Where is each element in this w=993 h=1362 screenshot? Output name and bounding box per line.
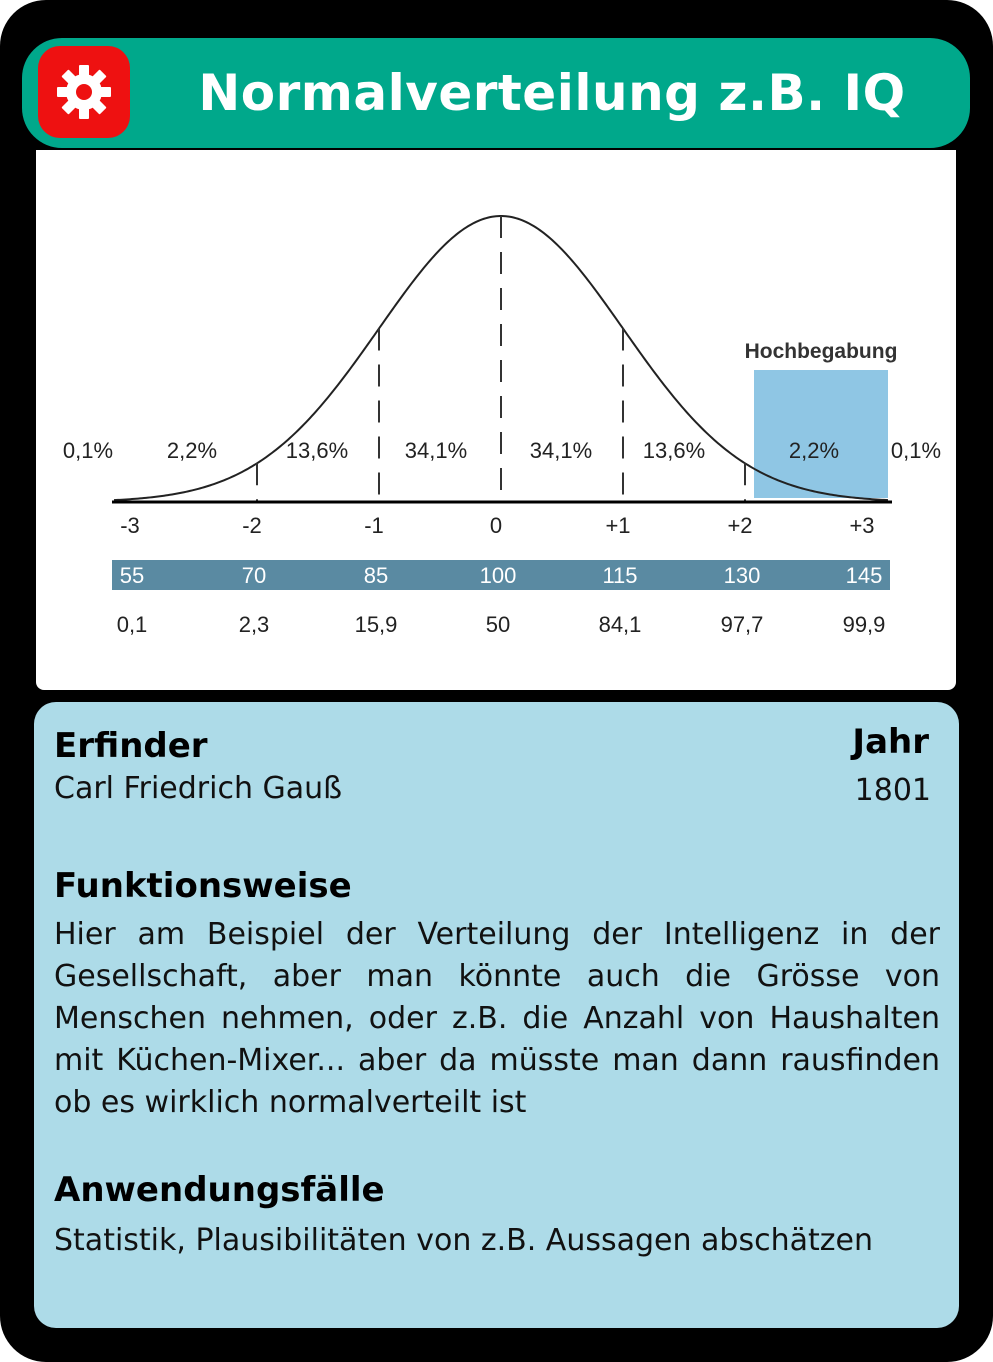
- percentage-label: 13,6%: [643, 438, 705, 463]
- chart-panel: Hochbegabung 0,1% 2,2% 13,6% 34,1% 34,1% 13,6%…: [36, 150, 956, 690]
- year-heading: Jahr: [852, 722, 929, 762]
- card-title: Normalverteilung z.B. IQ: [198, 64, 906, 122]
- usage-text: Statistik, Plausibilitäten von z.B. Auss…: [54, 1223, 873, 1258]
- sigma-label: -1: [364, 513, 384, 538]
- percentile-label: 50: [486, 612, 510, 637]
- highlight-region: [754, 370, 888, 498]
- function-heading: Funktionsweise: [54, 866, 352, 906]
- percentage-label: 2,2%: [167, 438, 217, 463]
- sigma-label: +3: [849, 513, 874, 538]
- iq-label: 55: [120, 563, 144, 588]
- percentile-label: 0,1: [117, 612, 148, 637]
- info-panel: Erfinder Carl Friedrich Gauß Jahr 1801 F…: [34, 702, 959, 1328]
- percentage-label: 34,1%: [530, 438, 592, 463]
- percentage-label: 2,2%: [789, 438, 839, 463]
- percentile-label: 84,1: [599, 612, 642, 637]
- card-header: Normalverteilung z.B. IQ: [22, 38, 970, 148]
- inventor-heading: Erfinder: [54, 726, 208, 766]
- iq-label: 130: [724, 563, 761, 588]
- sigma-label: -3: [120, 513, 140, 538]
- sigma-label: +2: [727, 513, 752, 538]
- year-value: 1801: [854, 773, 931, 808]
- percentile-label: 97,7: [721, 612, 764, 637]
- sigma-label: -2: [242, 513, 262, 538]
- iq-band: [112, 560, 890, 590]
- percentile-label: 2,3: [239, 612, 270, 637]
- iq-label: 145: [846, 563, 883, 588]
- percentage-label: 0,1%: [891, 438, 941, 463]
- iq-label: 70: [242, 563, 266, 588]
- percentage-label: 34,1%: [405, 438, 467, 463]
- percentage-label: 0,1%: [63, 438, 113, 463]
- normal-distribution-chart: Hochbegabung 0,1% 2,2% 13,6% 34,1% 34,1% 13,6%…: [63, 215, 941, 637]
- sigma-label: 0: [490, 513, 502, 538]
- iq-label: 100: [480, 563, 517, 588]
- usage-heading: Anwendungsfälle: [54, 1170, 385, 1210]
- percentile-label: 15,9: [355, 612, 398, 637]
- function-text: Hier am Beispiel der Verteilung der Inte…: [54, 917, 940, 1120]
- inventor-value: Carl Friedrich Gauß: [54, 771, 343, 806]
- iq-label: 85: [364, 563, 388, 588]
- sigma-label: +1: [605, 513, 630, 538]
- iq-label: 115: [602, 563, 637, 588]
- percentage-label: 13,6%: [286, 438, 348, 463]
- highlight-label: Hochbegabung: [745, 340, 898, 363]
- gear-icon: [38, 46, 130, 138]
- percentile-label: 99,9: [843, 612, 886, 637]
